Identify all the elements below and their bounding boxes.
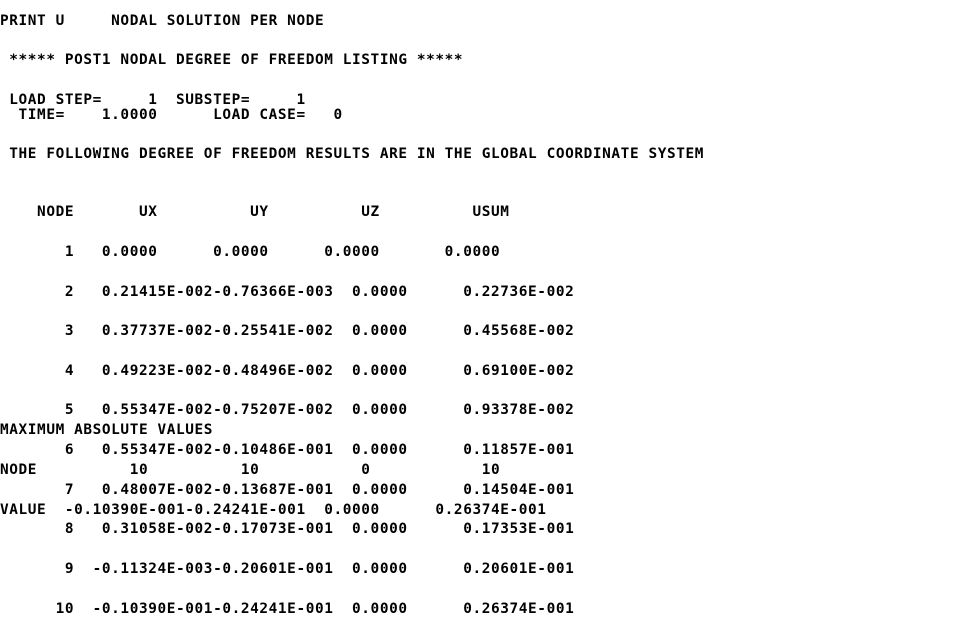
- table-row: 4 0.49223E-002-0.48496E-002 0.0000 0.691…: [0, 362, 575, 379]
- table-header: NODE UX UY UZ USUM: [0, 204, 510, 221]
- print-command-line: PRINT U NODAL SOLUTION PER NODE: [0, 13, 325, 29]
- maximum-value-row: VALUE -0.10390E-001-0.24241E-001 0.0000 …: [0, 501, 547, 518]
- coordinate-system-note: THE FOLLOWING DEGREE OF FREEDOM RESULTS …: [0, 146, 705, 162]
- table-row: 2 0.21415E-002-0.76366E-003 0.0000 0.227…: [0, 283, 575, 300]
- table-row: 8 0.31058E-002-0.17073E-001 0.0000 0.173…: [0, 521, 575, 538]
- table-row: 10 -0.10390E-001-0.24241E-001 0.0000 0.2…: [0, 600, 575, 617]
- table-row: 3 0.37737E-002-0.25541E-002 0.0000 0.455…: [0, 323, 575, 340]
- maximum-node-row: NODE 10 10 0 10: [0, 462, 501, 479]
- ansys-output-window: { "lines": { "command": "PRINT U NODAL S…: [0, 13, 705, 616]
- load-step-line: LOAD STEP= 1 SUBSTEP= 1: [0, 92, 306, 108]
- table-row: 5 0.55347E-002-0.75207E-002 0.0000 0.933…: [0, 402, 575, 419]
- table-row: 7 0.48007E-002-0.13687E-001 0.0000 0.145…: [0, 481, 575, 498]
- table-row: 1 0.0000 0.0000 0.0000 0.0000: [0, 244, 501, 261]
- maximum-title: MAXIMUM ABSOLUTE VALUES: [0, 422, 214, 439]
- listing-banner: ***** POST1 NODAL DEGREE OF FREEDOM LIST…: [0, 52, 464, 68]
- time-line: TIME= 1.0000 LOAD CASE= 0: [0, 107, 343, 123]
- maximum-values-block: MAXIMUM ABSOLUTE VALUES NODE 10 10 0 10 …: [0, 398, 547, 530]
- table-row: 9 -0.11324E-003-0.20601E-001 0.0000 0.20…: [0, 560, 575, 577]
- table-row: 6 0.55347E-002-0.10486E-001 0.0000 0.118…: [0, 442, 575, 459]
